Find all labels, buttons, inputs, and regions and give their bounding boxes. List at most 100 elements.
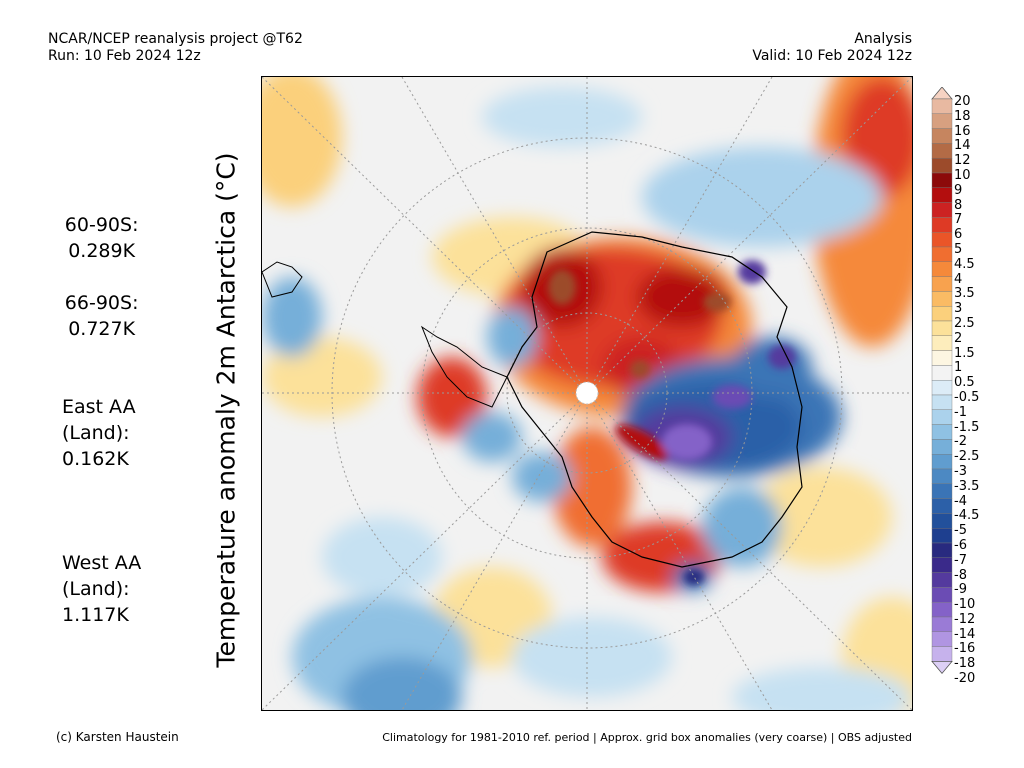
colorbar-tick-label: 18 (954, 108, 971, 124)
colorbar-tick-label: -7 (954, 552, 967, 568)
colorbar-swatch (931, 513, 953, 529)
colorbar-tick-label: 3 (954, 301, 963, 317)
colorbar-tick-label: -2.5 (954, 449, 980, 465)
colorbar-swatch (931, 394, 953, 411)
colorbar-min-arrow (931, 661, 953, 675)
colorbar-tick-label: 5 (954, 241, 963, 257)
colorbar-swatch (931, 143, 953, 159)
colorbar-swatch (931, 380, 953, 396)
colorbar-swatch (931, 98, 953, 115)
colorbar-swatch (931, 439, 953, 455)
colorbar-tick-label: -1.5 (954, 419, 980, 435)
colorbar-tick-label: 0.5 (954, 375, 975, 391)
colorbar-tick-label: 16 (954, 123, 971, 139)
colorbar-tick-label: -14 (954, 626, 976, 642)
colorbar-swatch (931, 424, 953, 440)
colorbar-tick-label: -20 (954, 671, 976, 687)
stat-label: East AA (Land): (62, 396, 136, 444)
colorbar-swatch (931, 276, 953, 292)
colorbar-swatch (931, 128, 953, 144)
valid-time: Valid: 10 Feb 2024 12z (752, 48, 912, 64)
colorbar-swatch (931, 113, 953, 129)
antarctica-coastline (506, 231, 803, 568)
anomaly-detail (548, 260, 796, 585)
colorbar-swatch (931, 157, 953, 174)
stat-label: West AA (Land): (62, 552, 142, 600)
colorbar-swatch (931, 542, 953, 559)
colorbar-tick-label: 10 (954, 167, 971, 183)
colorbar-swatch (931, 602, 953, 618)
colorbar-swatch (931, 468, 953, 485)
anomaly-map (261, 76, 913, 711)
colorbar-tick-label: -10 (954, 597, 976, 613)
run-time: Run: 10 Feb 2024 12z (48, 48, 201, 64)
stat-value: 0.162K (62, 448, 129, 470)
colorbar-swatch (931, 587, 953, 603)
colorbar-tick-label: 8 (954, 197, 963, 213)
colorbar-swatch (931, 202, 953, 218)
map-canvas (262, 77, 912, 710)
colorbar-tick-label: -0.5 (954, 389, 980, 405)
header-left: NCAR/NCEP reanalysis project @T62 Run: 1… (48, 31, 303, 65)
colorbar-swatch (931, 365, 953, 381)
colorbar-swatch (931, 528, 953, 544)
antarctic-peninsula (420, 325, 508, 408)
map-title: Temperature anomaly 2m Antarctica (°C) (211, 152, 241, 668)
colorbar-tick-label: 9 (954, 182, 963, 198)
colorbar-tick-label: -12 (954, 611, 976, 627)
colorbar-tick-label: 2.5 (954, 315, 975, 331)
colorbar-swatch (931, 305, 953, 322)
colorbar-max-arrow (931, 87, 953, 100)
colorbar-tick-label: 1 (954, 360, 963, 376)
colorbar-tick-label: 6 (954, 227, 963, 243)
colorbar-tick-label: -6 (954, 537, 967, 553)
colorbar-tick-label: -9 (954, 582, 967, 598)
colorbar-swatch (931, 350, 953, 366)
footer-note: Climatology for 1981-2010 ref. period | … (382, 731, 912, 744)
colorbar-tick-label: 3.5 (954, 286, 975, 302)
colorbar-tick-label: -8 (954, 567, 967, 583)
colorbar-tick-label: -1 (954, 404, 967, 420)
south-america-tip (262, 261, 303, 298)
colorbar-tick-label: 20 (954, 94, 971, 109)
colorbar-tick-label: 14 (954, 138, 971, 154)
colorbar-swatch (931, 498, 953, 514)
colorbar-tick-label: 2 (954, 330, 963, 346)
stat-east-aa: East AA (Land): 0.162K (62, 368, 141, 498)
colorbar-swatch (931, 646, 953, 662)
colorbar-swatch (931, 261, 953, 277)
stat-west-aa: West AA (Land): 1.117K (62, 524, 141, 654)
colorbar-labels: 20 18 16 14 12 10 9 8 7 6 5 4.5 4 3.5 3 2.5 2 1.5 1 0.5 -0.5… (954, 94, 980, 687)
colorbar-swatch (931, 616, 953, 633)
colorbar-swatch (931, 246, 953, 263)
colorbar-tick-label: -3 (954, 463, 967, 479)
colorbar-tick-label: -16 (954, 641, 976, 657)
colorbar-tick-label: -2 (954, 434, 967, 450)
colorbar-swatch (931, 217, 953, 233)
colorbar-tick-label: 12 (954, 153, 971, 169)
colorbar-swatch (931, 572, 953, 588)
colorbar-tick-label: 4 (954, 271, 963, 287)
colorbar-tick-label: 7 (954, 212, 963, 228)
colorbar-swatch (931, 454, 953, 470)
colorbar-tick-label: -18 (954, 656, 976, 672)
stat-60-90s: 60-90S: 0.289K (62, 212, 141, 264)
colorbar-swatch (931, 231, 953, 248)
colorbar-tick-label: -4.5 (954, 508, 980, 524)
colorbar-swatch (931, 557, 953, 573)
colorbar-tick-label: 1.5 (954, 345, 975, 361)
stat-66-90s: 66-90S: 0.727K (62, 290, 141, 342)
colorbar-swatch (931, 320, 953, 337)
stat-value: 0.289K (68, 240, 136, 262)
colorbar-tick-label: -3.5 (954, 478, 980, 494)
stat-value: 1.117K (62, 604, 129, 626)
colorbar-swatch (931, 187, 953, 203)
anomaly-stats: 60-90S: 0.289K 66-90S: 0.727K East AA (L… (62, 212, 141, 680)
colorbar-tick-label: -5 (954, 523, 967, 539)
colorbar-swatch (931, 631, 953, 647)
pole-marker (575, 381, 599, 405)
stat-label: 60-90S: (64, 214, 139, 236)
colorbar-swatch (931, 172, 953, 189)
colorbar-swatch (931, 483, 953, 499)
colorbar-swatch (931, 335, 953, 351)
